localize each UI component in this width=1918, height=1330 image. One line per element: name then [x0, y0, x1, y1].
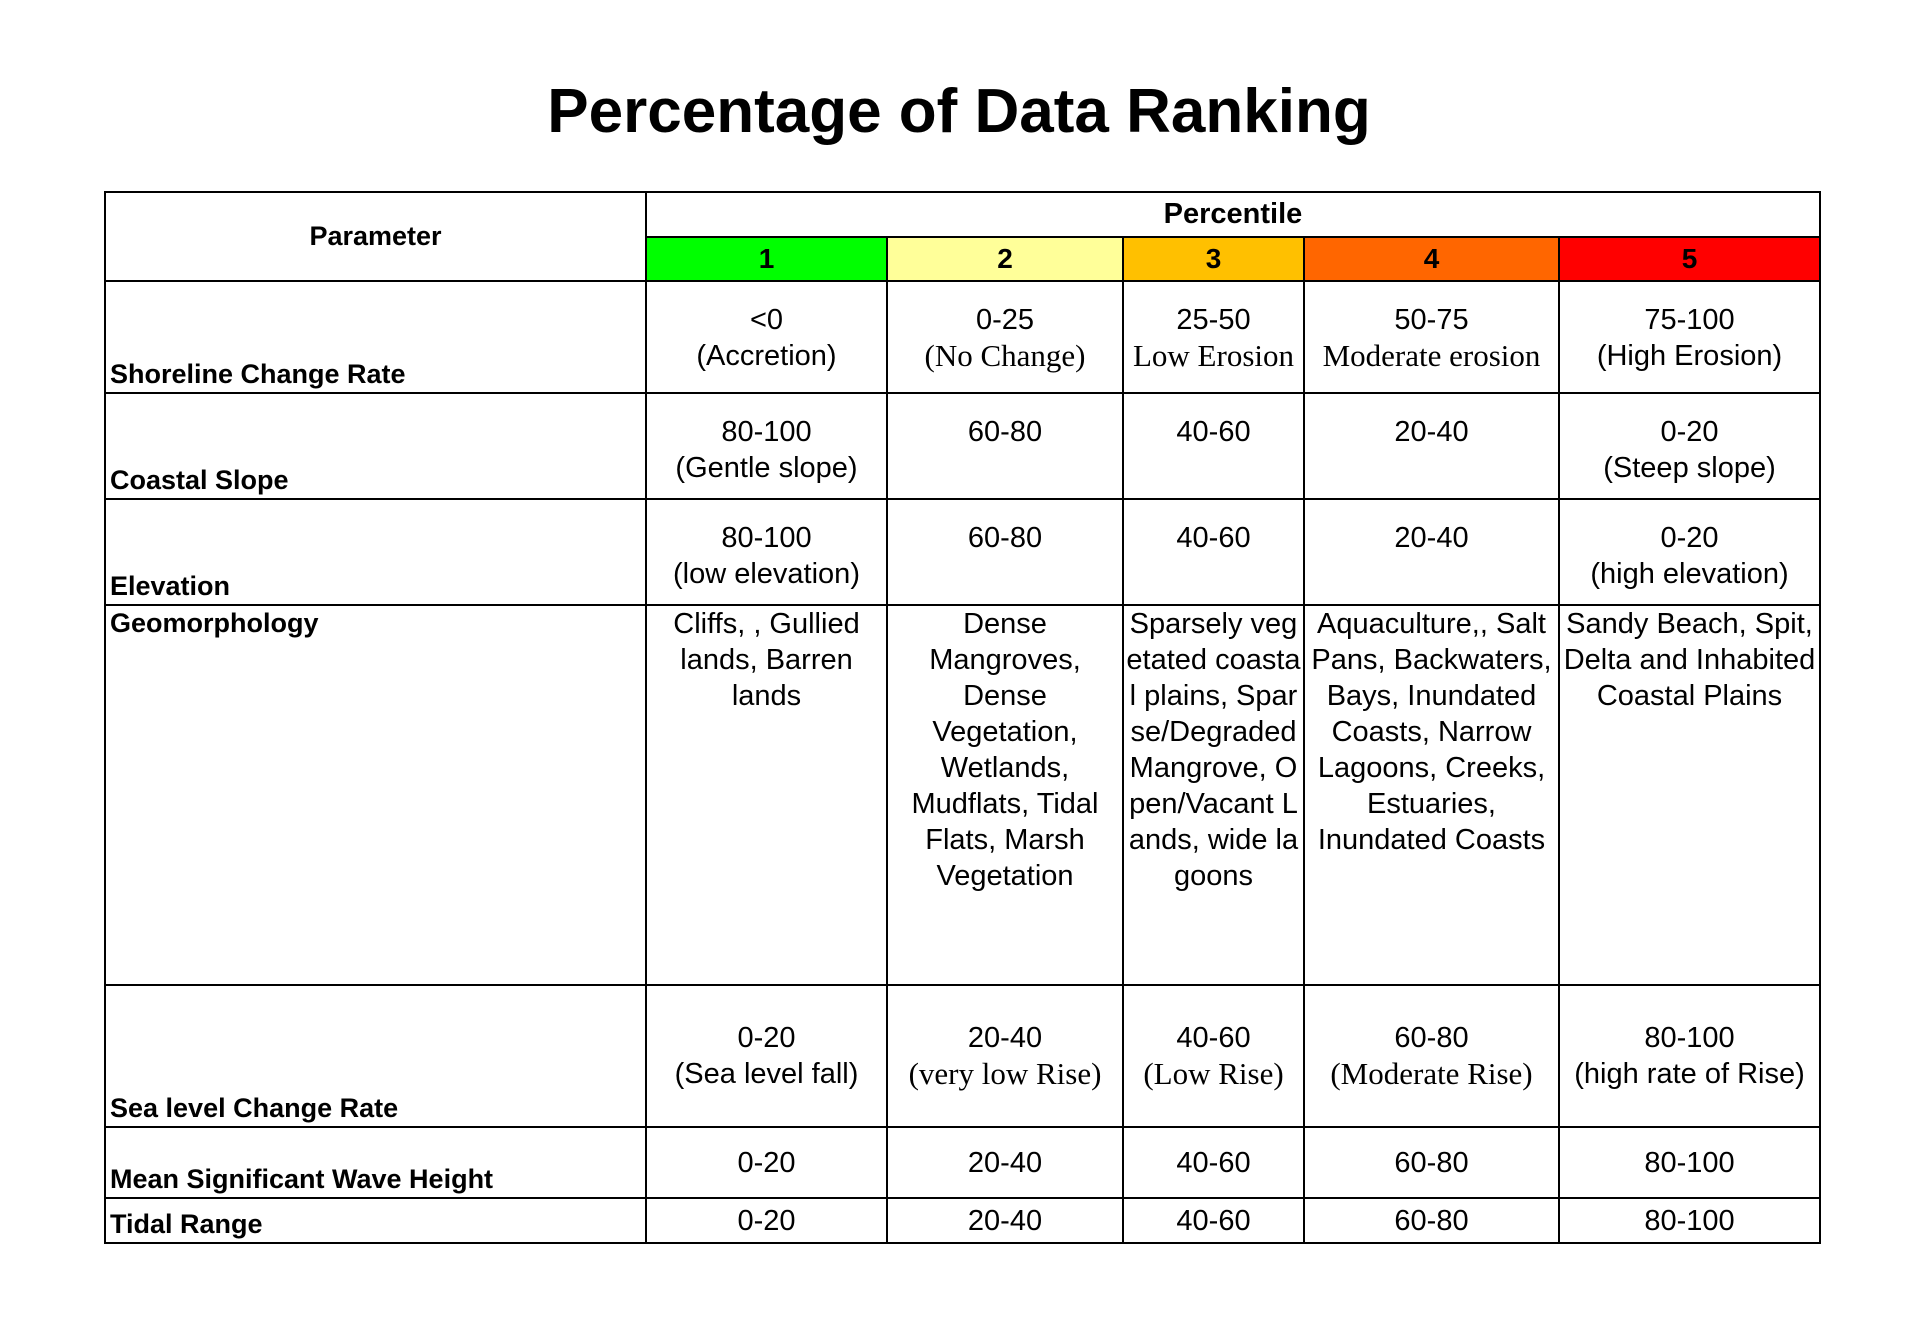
value-cell: Dense Mangroves, Dense Vegetation, Wetla…: [886, 604, 1124, 986]
value-range: 20-40: [1394, 522, 1469, 554]
value-cell: 0-25 (No Change): [886, 280, 1124, 394]
value-range: 40-60: [1176, 416, 1251, 448]
parameter-label: Sea level Change Rate: [104, 984, 647, 1128]
parameter-label: Coastal Slope: [104, 392, 647, 500]
value-description: (high elevation): [1590, 558, 1789, 590]
value-range: 60-80: [967, 522, 1043, 554]
parameter-header: Parameter: [104, 191, 647, 282]
value-description: (Low Rise): [1143, 1056, 1284, 1091]
table-row: Sea level Change Rate 0-20 (Sea level fa…: [104, 984, 1821, 1128]
value-cell: 40-60: [1122, 498, 1305, 606]
value-range: 0-20: [1660, 416, 1719, 448]
value-cell: 0-20: [645, 1126, 888, 1199]
value-range: 50-75: [1394, 304, 1469, 336]
value-description: (low elevation): [673, 558, 860, 590]
value-range: 40-60: [1176, 522, 1251, 554]
value-range: 80-100: [721, 522, 812, 554]
value-cell: 40-60: [1122, 1197, 1305, 1244]
value-cell: 40-60: [1122, 392, 1305, 500]
value-cell: 20-40 (very low Rise): [886, 984, 1124, 1128]
value-description: (Sea level fall): [674, 1058, 859, 1090]
value-cell: Sandy Beach, Spit, Delta and Inhabited C…: [1558, 604, 1821, 986]
value-cell: 50-75 Moderate erosion: [1303, 280, 1560, 394]
value-cell: 60-80 (Moderate Rise): [1303, 984, 1560, 1128]
value-cell: Cliffs, , Gullied lands, Barren lands: [645, 604, 888, 986]
table-row: Elevation 80-100 (low elevation) 60-80 4…: [104, 498, 1821, 606]
value-description: (Steep slope): [1603, 452, 1776, 484]
ranking-table: Parameter Percentile 1 2 3 4 5 Shoreline…: [104, 191, 1821, 1244]
value-range: 0-20: [1660, 522, 1719, 554]
value-description: (very low Rise): [908, 1056, 1102, 1091]
value-description: Moderate erosion: [1322, 338, 1541, 373]
table-row: Shoreline Change Rate <0 (Accretion) 0-2…: [104, 280, 1821, 394]
value-range: 25-50: [1176, 304, 1251, 336]
value-cell: 0-20 (Steep slope): [1558, 392, 1821, 500]
level-header-row: 1 2 3 4 5: [105, 236, 1821, 282]
parameter-label: Geomorphology: [104, 604, 647, 986]
value-range: 60-80: [967, 416, 1043, 448]
parameter-label: Elevation: [104, 498, 647, 606]
level-3-header: 3: [1122, 236, 1305, 282]
value-cell: 60-80: [1303, 1126, 1560, 1199]
level-5-header: 5: [1558, 236, 1821, 282]
value-cell: 80-100 (high rate of Rise): [1558, 984, 1821, 1128]
value-range: 80-100: [1644, 1022, 1735, 1054]
parameter-label: Mean Significant Wave Height: [104, 1126, 647, 1199]
value-cell: 60-80: [886, 498, 1124, 606]
table-row: Tidal Range 0-20 20-40 40-60 60-80 80-10…: [104, 1197, 1821, 1244]
page-title: Percentage of Data Ranking: [547, 77, 1371, 146]
value-description: Low Erosion: [1132, 338, 1294, 373]
value-cell: Aquaculture,, Salt Pans, Backwaters, Bay…: [1303, 604, 1560, 986]
value-cell: 80-100 (Gentle slope): [645, 392, 888, 500]
table-row: Geomorphology Cliffs, , Gullied lands, B…: [104, 604, 1821, 986]
value-range: 60-80: [1394, 1022, 1469, 1054]
level-1-header: 1: [645, 236, 888, 282]
value-range: 80-100: [721, 416, 812, 448]
level-4-header: 4: [1303, 236, 1560, 282]
value-cell: 20-40: [1303, 392, 1560, 500]
value-cell: 60-80: [1303, 1197, 1560, 1244]
value-cell: 80-100 (low elevation): [645, 498, 888, 606]
value-cell: 20-40: [1303, 498, 1560, 606]
value-cell: 20-40: [886, 1197, 1124, 1244]
value-cell: 60-80: [886, 392, 1124, 500]
table-row: Coastal Slope 80-100 (Gentle slope) 60-8…: [104, 392, 1821, 500]
value-description: (Moderate Rise): [1330, 1056, 1533, 1091]
value-description: (high rate of Rise): [1574, 1058, 1805, 1090]
value-cell: 0-20: [645, 1197, 888, 1244]
value-description: (Accretion): [696, 340, 837, 372]
value-description: (High Erosion): [1596, 340, 1783, 372]
value-range: 20-40: [967, 1022, 1043, 1054]
value-description: (No Change): [924, 338, 1086, 373]
value-cell: 80-100: [1558, 1197, 1821, 1244]
value-range: 20-40: [1394, 416, 1469, 448]
table-row: Mean Significant Wave Height 0-20 20-40 …: [104, 1126, 1821, 1199]
value-cell: 0-20 (high elevation): [1558, 498, 1821, 606]
parameter-label: Tidal Range: [104, 1197, 647, 1244]
value-range: 40-60: [1176, 1022, 1251, 1054]
value-cell: 0-20 (Sea level fall): [645, 984, 888, 1128]
value-description: (Gentle slope): [675, 452, 858, 484]
value-cell: <0 (Accretion): [645, 280, 888, 394]
value-cell: 40-60: [1122, 1126, 1305, 1199]
value-range: 0-25: [975, 304, 1035, 336]
value-cell: 75-100 (High Erosion): [1558, 280, 1821, 394]
value-cell: 80-100: [1558, 1126, 1821, 1199]
value-cell: 40-60 (Low Rise): [1122, 984, 1305, 1128]
value-range: <0: [749, 304, 784, 336]
level-2-header: 2: [886, 236, 1124, 282]
parameter-label: Shoreline Change Rate: [104, 280, 647, 394]
value-cell: 25-50 Low Erosion: [1122, 280, 1305, 394]
value-cell: 20-40: [886, 1126, 1124, 1199]
value-cell: Sparsely vegetated coastal plains, Spars…: [1122, 604, 1305, 986]
value-range: 75-100: [1644, 304, 1735, 336]
percentile-header: Percentile: [645, 191, 1821, 238]
value-range: 0-20: [737, 1022, 796, 1054]
